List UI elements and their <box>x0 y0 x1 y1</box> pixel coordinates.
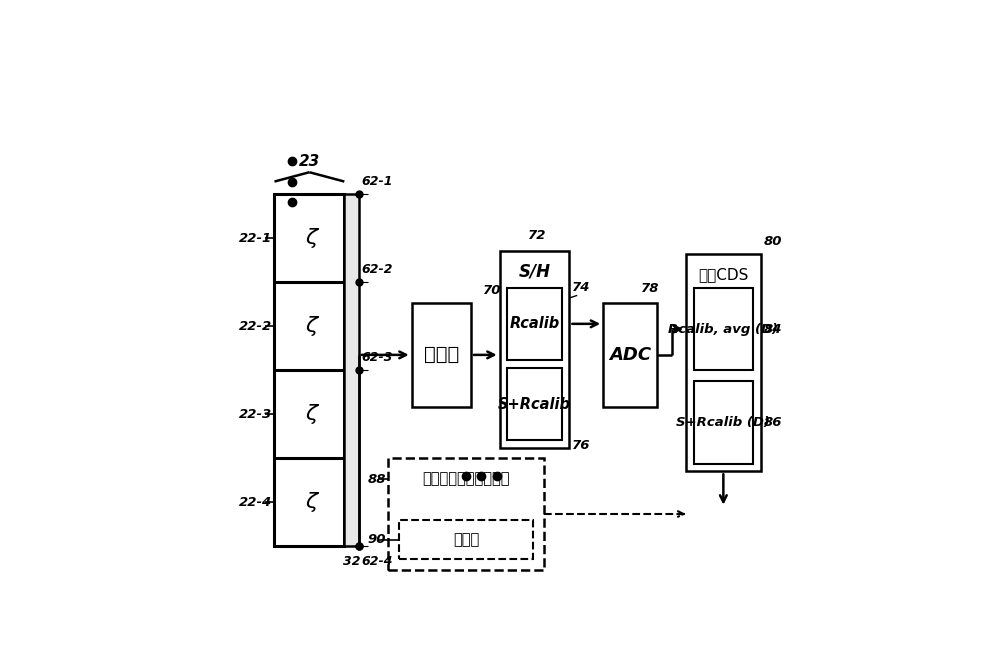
Text: ζ: ζ <box>305 317 317 337</box>
Text: （滚动）平均生成电路: （滚动）平均生成电路 <box>422 472 510 487</box>
FancyBboxPatch shape <box>507 288 562 360</box>
Text: ADC: ADC <box>609 346 651 364</box>
Text: 62-4: 62-4 <box>361 555 393 569</box>
FancyBboxPatch shape <box>388 458 544 570</box>
Text: Rcalib: Rcalib <box>509 317 560 331</box>
Text: 88: 88 <box>367 472 386 486</box>
Text: 76: 76 <box>572 439 591 452</box>
Text: 62-1: 62-1 <box>361 175 393 188</box>
Text: 80: 80 <box>763 235 782 247</box>
Text: 84: 84 <box>763 323 782 335</box>
Text: 78: 78 <box>641 282 659 295</box>
Text: 72: 72 <box>528 229 546 243</box>
Text: ζ: ζ <box>305 493 317 512</box>
Text: 32: 32 <box>343 555 360 569</box>
Text: 22-1: 22-1 <box>239 232 272 245</box>
FancyBboxPatch shape <box>412 303 471 407</box>
FancyBboxPatch shape <box>507 368 562 440</box>
FancyBboxPatch shape <box>694 381 753 464</box>
FancyBboxPatch shape <box>399 520 533 559</box>
Text: 62-3: 62-3 <box>361 351 393 364</box>
Text: S+Rcalib (D): S+Rcalib (D) <box>676 416 770 429</box>
Text: S+Rcalib: S+Rcalib <box>498 396 571 411</box>
Text: 22-4: 22-4 <box>239 496 272 509</box>
Text: 74: 74 <box>572 281 591 294</box>
Text: 数字CDS: 数字CDS <box>698 267 749 282</box>
Text: ζ: ζ <box>305 228 317 249</box>
Text: 22-2: 22-2 <box>239 320 272 333</box>
FancyBboxPatch shape <box>344 194 359 546</box>
FancyBboxPatch shape <box>686 254 761 471</box>
Text: 62-2: 62-2 <box>361 263 393 276</box>
FancyBboxPatch shape <box>500 251 569 448</box>
Text: S/H: S/H <box>518 262 550 280</box>
Text: 存储器: 存储器 <box>453 532 479 548</box>
FancyBboxPatch shape <box>603 303 657 407</box>
FancyBboxPatch shape <box>274 194 344 546</box>
Text: ζ: ζ <box>305 405 317 425</box>
Text: 86: 86 <box>763 416 782 429</box>
Text: 放大器: 放大器 <box>424 345 459 364</box>
Text: 70: 70 <box>483 284 501 297</box>
FancyBboxPatch shape <box>694 288 753 370</box>
Text: 90: 90 <box>367 534 386 546</box>
Text: 23: 23 <box>299 155 320 169</box>
Text: 22-3: 22-3 <box>239 408 272 421</box>
Text: Rcalib, avg (D): Rcalib, avg (D) <box>668 323 778 335</box>
